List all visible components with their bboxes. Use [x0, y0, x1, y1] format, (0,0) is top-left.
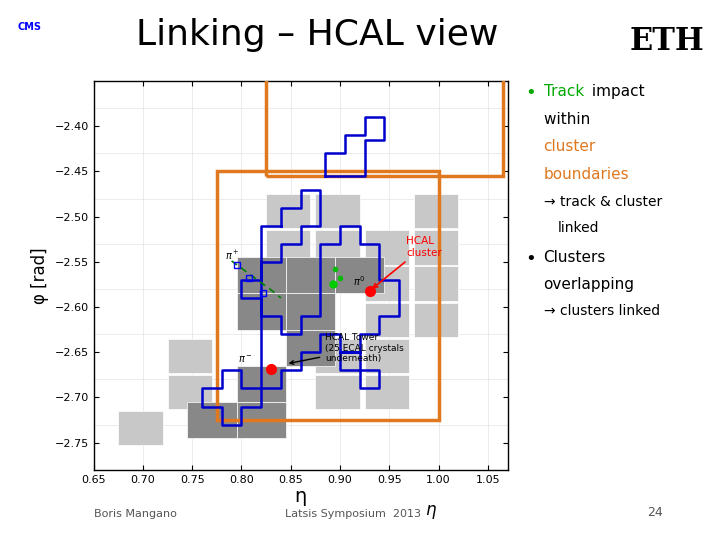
- Text: •: •: [526, 84, 536, 102]
- Bar: [414, 266, 459, 301]
- Text: impact: impact: [587, 84, 644, 99]
- Bar: [414, 194, 459, 228]
- Text: → clusters linked: → clusters linked: [544, 304, 660, 318]
- Bar: [237, 402, 286, 438]
- Bar: [364, 339, 409, 373]
- X-axis label: η: η: [294, 488, 307, 507]
- Text: cluster: cluster: [544, 139, 596, 154]
- Bar: [286, 258, 335, 293]
- Bar: [118, 411, 163, 446]
- Bar: [187, 402, 237, 438]
- Text: Linking – HCAL view: Linking – HCAL view: [135, 18, 498, 52]
- Bar: [168, 375, 212, 409]
- Bar: [286, 329, 335, 366]
- Bar: [286, 293, 335, 329]
- Bar: [364, 230, 409, 265]
- Bar: [237, 366, 286, 402]
- Bar: [335, 258, 384, 293]
- Text: $\pi^0$: $\pi^0$: [353, 274, 365, 288]
- Y-axis label: φ [rad]: φ [rad]: [31, 247, 49, 303]
- Text: $\pi^-$: $\pi^-$: [238, 354, 253, 365]
- Text: •: •: [526, 250, 536, 268]
- Bar: [364, 375, 409, 409]
- Bar: [364, 266, 409, 301]
- Bar: [414, 230, 459, 265]
- Bar: [364, 302, 409, 337]
- Bar: [266, 194, 310, 228]
- Text: η: η: [425, 502, 436, 519]
- Text: linked: linked: [558, 221, 600, 235]
- Bar: [315, 230, 360, 265]
- Bar: [315, 375, 360, 409]
- Text: boundaries: boundaries: [544, 167, 629, 182]
- Text: within: within: [544, 112, 595, 127]
- Bar: [237, 293, 286, 329]
- Text: → track & cluster: → track & cluster: [544, 195, 662, 210]
- Bar: [266, 230, 310, 265]
- Text: 24: 24: [647, 507, 662, 519]
- Text: HCAL
cluster: HCAL cluster: [373, 236, 442, 288]
- Bar: [315, 339, 360, 373]
- Text: Latsis Symposium  2013: Latsis Symposium 2013: [285, 509, 420, 519]
- Text: Track: Track: [544, 84, 584, 99]
- Text: $\pi^+$: $\pi^+$: [225, 249, 239, 262]
- Text: HCAL Tower
(25 ECAL crystals
underneath): HCAL Tower (25 ECAL crystals underneath): [290, 334, 404, 364]
- Text: Clusters: Clusters: [544, 250, 606, 265]
- Text: CMS: CMS: [18, 22, 42, 32]
- Text: overlapping: overlapping: [544, 277, 634, 292]
- Text: ETH: ETH: [630, 26, 705, 57]
- Bar: [168, 339, 212, 373]
- Text: Boris Mangano: Boris Mangano: [94, 509, 176, 519]
- Bar: [237, 258, 286, 293]
- Bar: [315, 194, 360, 228]
- Bar: [414, 302, 459, 337]
- Bar: [217, 171, 438, 420]
- Bar: [266, 0, 503, 176]
